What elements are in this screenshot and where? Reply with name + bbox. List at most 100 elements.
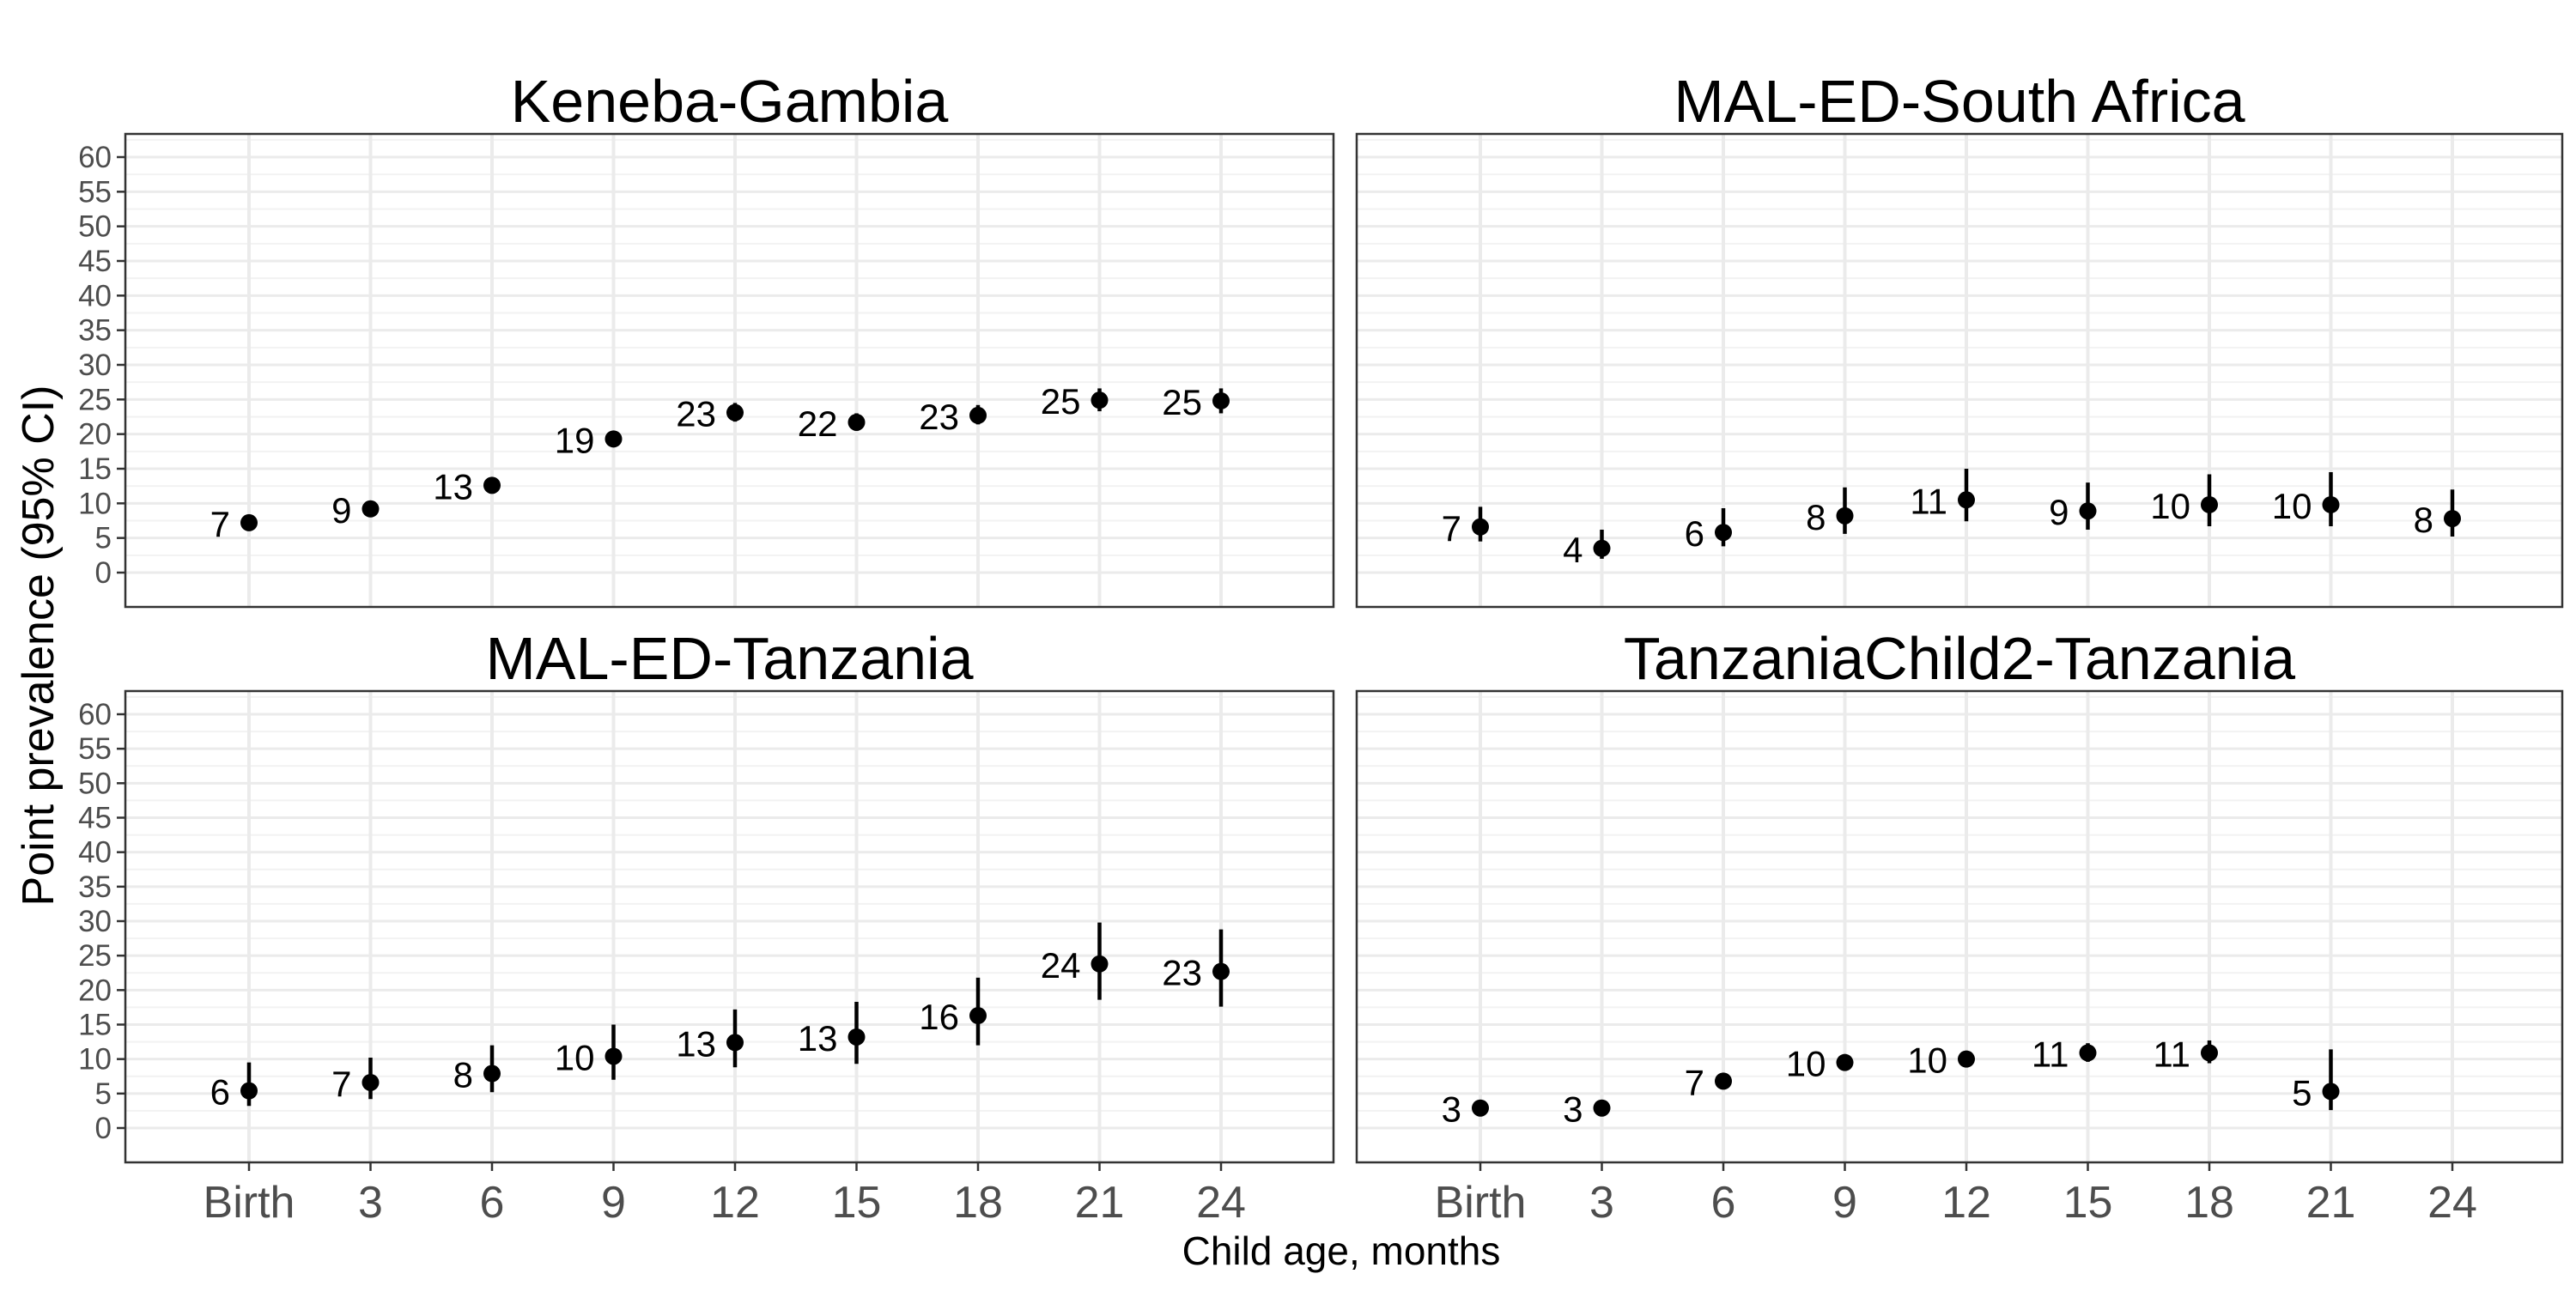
data-point [1091,955,1109,973]
panel-title: Keneba-Gambia [511,68,949,135]
panel-title: TanzaniaChild2-Tanzania [1624,625,2295,692]
x-tick-label: 12 [1941,1178,1991,1228]
panel-border [124,689,1335,1164]
point-label: 8 [453,1055,473,1095]
panel-4: TanzaniaChild2-Tanzania Birth 3 6 9 12 15 18 21 2… [1355,625,2564,1228]
point-label: 22 [798,403,838,444]
point-label: 13 [676,1023,716,1064]
x-tick-label: 3 [1589,1178,1614,1228]
y-tick-label: 50 [78,210,112,244]
point-label: 10 [555,1037,595,1077]
data-point [1715,524,1732,542]
data-point [2079,502,2097,520]
data-point [726,1034,744,1052]
data-point [240,513,258,531]
data-point [1836,506,1854,525]
point-label: 13 [433,466,473,506]
x-tick-label: 3 [358,1178,383,1228]
y-tick-label: 55 [78,732,112,766]
data-point [361,1073,380,1091]
y-tick-label: 0 [95,1112,112,1145]
data-point [1472,518,1489,536]
data-point [1958,1050,1975,1068]
point-label: 4 [1563,530,1583,570]
point-label: 11 [1910,481,1947,521]
point-label: 25 [1162,382,1202,422]
x-axis-label: Child age, months [1182,1228,1501,1273]
point-label: 11 [2153,1034,2190,1074]
point-label: 7 [1685,1062,1704,1102]
point-label: 7 [210,504,230,544]
x-tick-label: Birth [1435,1178,1527,1228]
y-tick-label: 15 [78,1009,112,1042]
y-tick-label: 30 [78,349,112,382]
y-tick-label: 40 [78,836,112,870]
data-point [726,403,744,422]
panel-2: MAL-ED-South Africa 7 4 6 8 11 9 10 10 8 [1355,68,2564,609]
point-label: 10 [2150,486,2190,526]
data-point [1715,1072,1732,1090]
point-label: 10 [2272,486,2312,526]
point-label: 10 [1786,1044,1826,1084]
panel-title: MAL-ED-Tanzania [486,625,974,692]
point-label: 8 [2414,500,2433,540]
point-label: 23 [676,394,716,434]
data-point [483,1065,501,1083]
data-point [2079,1044,2097,1062]
panel-background [1357,691,2562,1162]
data-point [240,1082,258,1100]
y-tick-label: 35 [78,314,112,348]
panel-title: MAL-ED-South Africa [1674,68,2245,135]
point-label: 19 [555,420,595,460]
panel-border [1355,689,2564,1164]
data-point [848,1028,866,1046]
y-tick-label: 20 [78,418,112,452]
data-point [605,430,623,448]
data-point [1593,539,1611,557]
point-label: 5 [2292,1072,2312,1113]
y-tick-label: 5 [95,1077,112,1111]
point-label: 7 [331,1064,351,1104]
x-tick-label: 24 [1196,1178,1246,1228]
point-label: 6 [210,1072,230,1113]
y-tick-label: 15 [78,452,112,486]
data-point [361,500,380,518]
panel-border [124,132,1335,609]
data-point [605,1047,623,1065]
y-tick-label: 25 [78,939,112,973]
x-tick-label: 12 [710,1178,760,1228]
data-point [969,406,987,424]
panel-border [1355,132,2564,609]
x-tick-label: 6 [480,1178,505,1228]
y-tick-label: 40 [78,279,112,312]
point-label: 11 [2032,1034,2069,1074]
data-point [1958,491,1975,509]
point-label: 9 [331,490,351,531]
y-tick-label: 5 [95,522,112,555]
y-tick-label: 50 [78,767,112,800]
x-tick-label: 18 [953,1178,1003,1228]
point-label: 9 [2049,492,2069,532]
x-tick-label: 24 [2427,1178,2477,1228]
y-tick-label: 45 [78,245,112,278]
y-tick-label: 10 [78,1043,112,1077]
panel-background [1357,134,2562,607]
y-tick-label: 60 [78,698,112,731]
data-point [2201,495,2218,513]
x-tick-label: 9 [601,1178,626,1228]
x-tick-label: 21 [2306,1178,2356,1228]
x-tick-label: 21 [1075,1178,1125,1228]
data-point [483,476,501,494]
x-tick-label: 15 [832,1178,882,1228]
x-tick-label: 6 [1711,1178,1736,1228]
data-point [1836,1053,1854,1071]
point-label: 24 [1041,945,1081,986]
point-label: 10 [1907,1040,1947,1081]
y-tick-label: 45 [78,802,112,835]
y-tick-label: 25 [78,383,112,416]
data-point [969,1007,987,1025]
panel-3: MAL-ED-Tanzania051015202530354045505560B… [78,625,1335,1228]
point-label: 3 [1563,1089,1583,1130]
